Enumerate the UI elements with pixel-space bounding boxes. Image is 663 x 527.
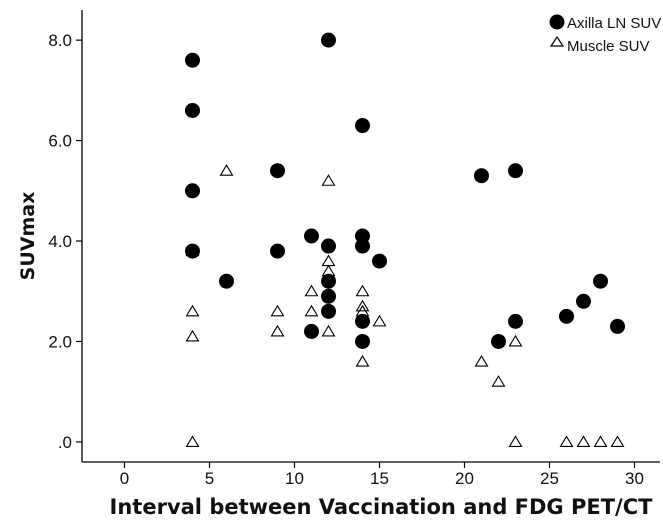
axilla-point (321, 32, 336, 48)
y-tick-label: 2.0 (48, 332, 72, 351)
muscle-point (559, 435, 574, 447)
y-axis-ticks: .0 2.0 4.0 6.0 8.0 (48, 31, 82, 452)
muscle-point (508, 435, 523, 447)
legend-label-axilla: Axilla LN SUV (567, 15, 661, 32)
axilla-point (321, 273, 336, 289)
muscle-point (185, 304, 200, 317)
axilla-point (474, 168, 489, 184)
axilla-point (185, 102, 200, 118)
axilla-point (372, 253, 387, 269)
axilla-point (508, 163, 523, 179)
legend: Axilla LN SUV Muscle SUV (549, 14, 661, 55)
muscle-point (219, 164, 234, 176)
muscle-point (593, 435, 608, 447)
axilla-point (355, 118, 370, 134)
muscle-point (270, 324, 285, 337)
axilla-point (576, 293, 591, 309)
axilla-point (321, 288, 336, 304)
legend-label-muscle: Muscle SUV (567, 38, 650, 55)
x-axis-ticks: 0 5 10 15 20 25 30 (120, 462, 644, 488)
axilla-point (355, 313, 370, 329)
muscle-point (355, 354, 370, 367)
x-tick-label: 10 (285, 469, 304, 488)
axilla-point (610, 318, 625, 334)
muscle-point (321, 174, 336, 186)
muscle-point (304, 304, 319, 317)
muscle-point (321, 254, 336, 267)
axilla-point (321, 238, 336, 254)
y-axis-title: SUVmax (17, 192, 39, 281)
legend-marker-axilla (549, 14, 565, 30)
muscle-point (372, 314, 387, 327)
axilla-point (185, 52, 200, 68)
x-tick-label: 30 (625, 469, 644, 488)
y-tick-label: 8.0 (48, 31, 72, 50)
axilla-point (508, 313, 523, 329)
muscle-point (185, 329, 200, 342)
axilla-point (185, 183, 200, 199)
muscle-point (304, 284, 319, 297)
x-axis-title: Interval between Vaccination and FDG PET… (110, 495, 654, 519)
axilla-point (304, 228, 319, 244)
muscle-point (508, 334, 523, 347)
axilla-point (491, 333, 506, 349)
muscle-point (355, 284, 370, 297)
muscle-point (610, 435, 625, 447)
y-tick-label: 4.0 (48, 232, 72, 251)
axilla-point (559, 308, 574, 324)
x-tick-label: 15 (370, 469, 389, 488)
axilla-point (355, 333, 370, 349)
legend-marker-muscle (549, 35, 565, 47)
axilla-point (355, 238, 370, 254)
axilla-point (593, 273, 608, 289)
muscle-point (491, 375, 506, 387)
x-tick-label: 5 (205, 469, 214, 488)
muscle-point (185, 435, 200, 447)
x-tick-label: 20 (455, 469, 474, 488)
muscle-point (270, 304, 285, 317)
y-tick-label: .0 (58, 433, 72, 452)
y-tick-label: 6.0 (48, 132, 72, 151)
axilla-point (304, 323, 319, 339)
axilla-point (185, 243, 200, 259)
data-points (185, 32, 625, 447)
axilla-point (219, 273, 234, 289)
x-tick-label: 0 (120, 469, 129, 488)
axilla-point (270, 163, 285, 179)
axilla-point (321, 303, 336, 319)
x-tick-label: 25 (540, 469, 559, 488)
axilla-point (270, 243, 285, 259)
muscle-point (474, 354, 489, 367)
muscle-point (321, 324, 336, 337)
muscle-point (576, 435, 591, 447)
muscle-point (355, 299, 370, 312)
